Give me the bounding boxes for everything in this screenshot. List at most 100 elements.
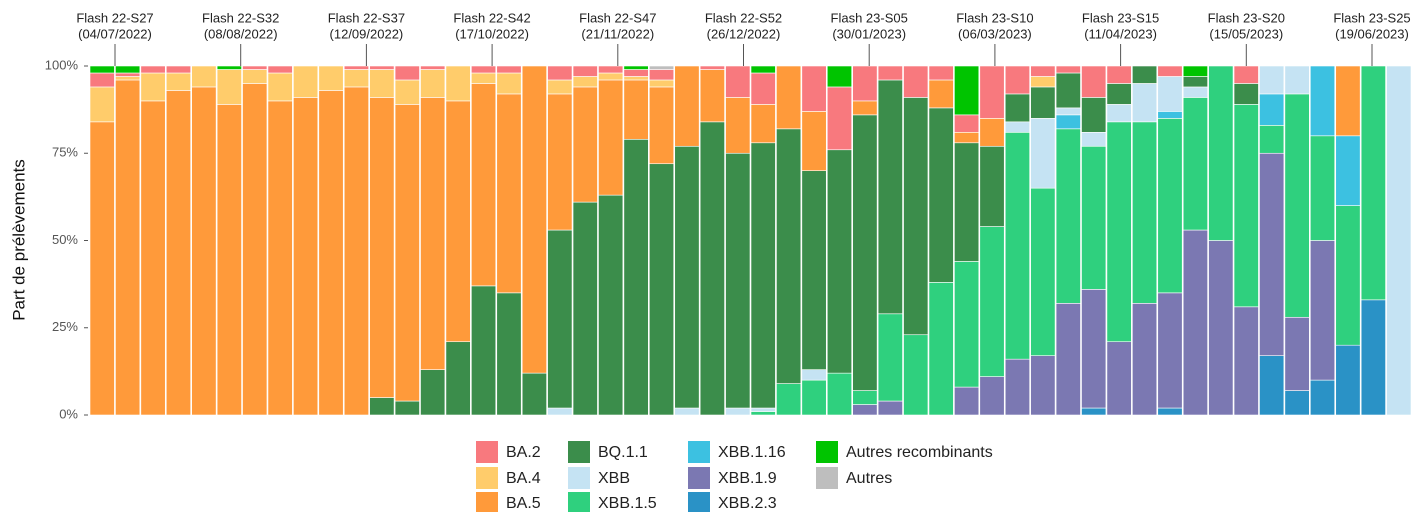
bar-segment [1386, 65, 1412, 416]
bar-segment [165, 72, 191, 91]
bar-segment [1030, 118, 1056, 189]
bar-segment [394, 79, 420, 105]
annotation-date: (30/01/2023) [832, 26, 906, 41]
bar-segment [394, 104, 420, 402]
legend-label: XBB [598, 470, 630, 487]
bar-segment [852, 100, 878, 116]
bar-segment [369, 397, 395, 416]
legend-label: XBB.1.9 [718, 470, 777, 487]
y-tick-label: 0% [59, 406, 78, 421]
bar-segment [1106, 104, 1132, 123]
bar-segment [1182, 65, 1208, 77]
bar-segment [954, 386, 980, 416]
bar-segment [89, 72, 115, 88]
annotation-label: Flash 23-S15 [1082, 10, 1159, 25]
bar-segment [343, 69, 369, 88]
bar-segment [750, 142, 776, 409]
bar-segment [1132, 83, 1158, 123]
bar-segment [1182, 229, 1208, 416]
bar-segment [1081, 145, 1107, 290]
y-tick-label: 100% [45, 57, 79, 72]
bar-segment [725, 407, 751, 416]
bar-segment [1106, 341, 1132, 416]
legend-swatch [688, 441, 710, 463]
bar-segment [216, 65, 242, 70]
bar-segment [623, 79, 649, 140]
bar-segment [1284, 93, 1310, 318]
bar-segment [242, 83, 268, 416]
annotation-date: (06/03/2023) [958, 26, 1032, 41]
bar-segment [293, 65, 319, 98]
annotation-date: (15/05/2023) [1209, 26, 1283, 41]
bar-segment [623, 138, 649, 416]
bar-segment [776, 128, 802, 384]
bar-segment [1182, 97, 1208, 231]
bar-segment [1157, 111, 1183, 119]
bar-segment [420, 65, 446, 70]
bar-segment [1233, 104, 1259, 308]
bar-segment [750, 411, 776, 416]
bar-segment [369, 97, 395, 398]
bar-segment [1259, 93, 1285, 126]
bar-segment [369, 69, 395, 98]
bar-segment [1208, 240, 1234, 416]
bar-segment [649, 65, 675, 70]
bar-segment [1106, 65, 1132, 84]
bar-segment [1284, 390, 1310, 416]
bar-segment [1259, 152, 1285, 356]
bar-segment [852, 114, 878, 391]
bar-segment [521, 65, 547, 374]
bar-segment [318, 90, 344, 416]
bar-segment [649, 86, 675, 165]
legend-label: Autres [846, 470, 892, 487]
bar-segment [572, 65, 598, 77]
bar-segment [1106, 83, 1132, 105]
bar-segment [140, 100, 166, 416]
bar-segment [1284, 316, 1310, 391]
bar-segment [928, 107, 954, 283]
bar-segment [1335, 65, 1361, 137]
bar-segment [394, 400, 420, 416]
bar-segment [115, 79, 141, 416]
bar-segment [89, 65, 115, 74]
annotation-label: Flash 22-S27 [76, 10, 153, 25]
legend-label: XBB.1.5 [598, 495, 657, 512]
annotation-date: (04/07/2022) [78, 26, 152, 41]
bar-segment [1004, 121, 1030, 133]
bar-segment [1310, 379, 1336, 416]
bar-segment [547, 407, 573, 416]
bar-segment [191, 86, 217, 416]
bar-segment [1106, 121, 1132, 343]
bar-segment [979, 65, 1005, 119]
legend-label: XBB.2.3 [718, 495, 777, 512]
annotation-date: (21/11/2022) [581, 26, 654, 41]
y-axis-label: Part de prélèvements [9, 159, 28, 321]
annotation-date: (19/06/2023) [1335, 26, 1409, 41]
annotation-date: (26/12/2022) [707, 26, 781, 41]
bar-segment [1055, 72, 1081, 109]
bar-segment [699, 69, 725, 123]
bar-segment [674, 65, 700, 147]
bar-segment [445, 341, 471, 416]
annotation-date: (17/10/2022) [455, 26, 529, 41]
bar-segment [242, 65, 268, 70]
bar-segment [750, 72, 776, 105]
bar-segment [1182, 86, 1208, 98]
bar-segment [165, 65, 191, 74]
bar-segment [496, 72, 522, 95]
annotation-label: Flash 22-S42 [453, 10, 530, 25]
bar-segment [420, 369, 446, 416]
bar-segment [954, 114, 980, 133]
bar-segment [903, 334, 929, 416]
y-tick-label: 25% [52, 319, 78, 334]
bar-segment [471, 83, 497, 287]
bar-segment [115, 76, 141, 81]
bar-segment [115, 65, 141, 74]
bar-segment [293, 97, 319, 416]
bar-segment [1004, 358, 1030, 416]
bar-segment [267, 100, 293, 416]
bar-segment [801, 379, 827, 416]
bar-segment [623, 76, 649, 81]
bar-segment [954, 132, 980, 144]
bar-segment [1055, 107, 1081, 116]
